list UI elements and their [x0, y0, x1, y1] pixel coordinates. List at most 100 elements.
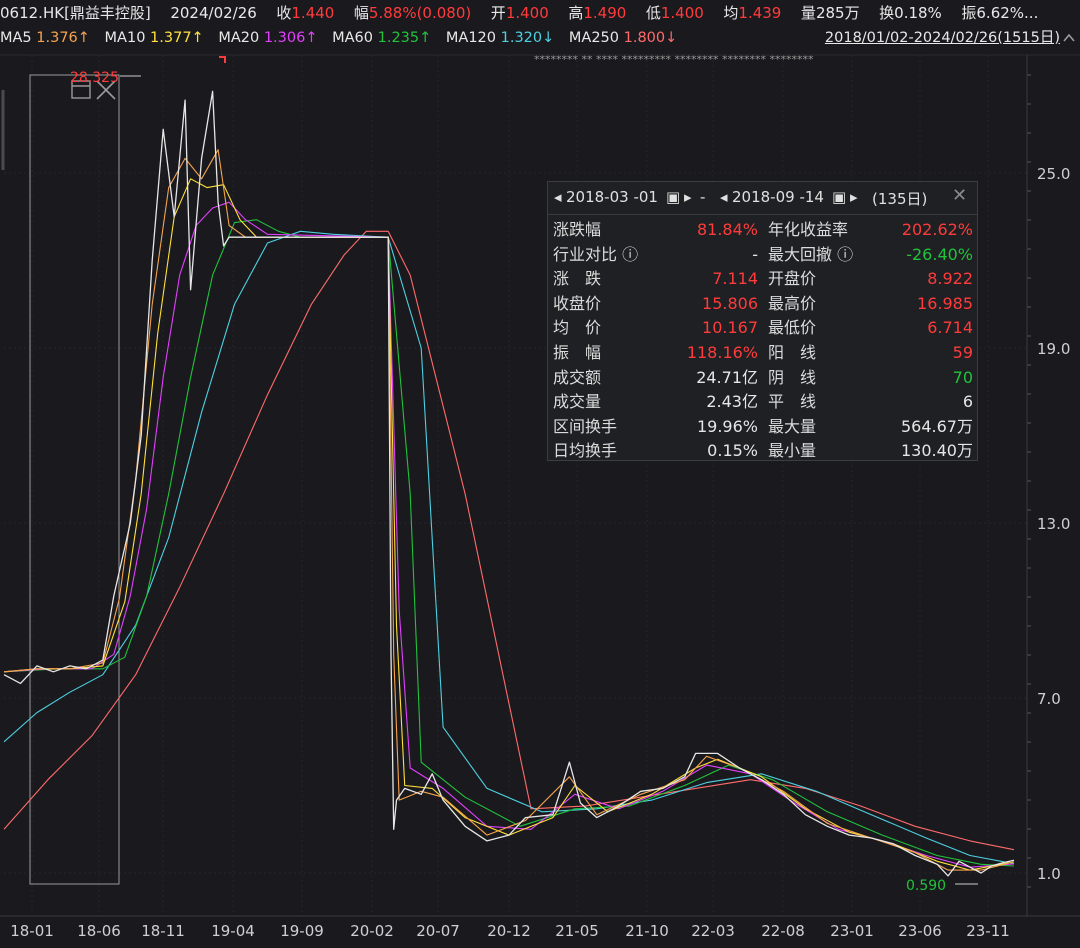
min-price-label: 0.590 [906, 878, 946, 894]
calendar-icon[interactable]: ▣ [666, 188, 681, 206]
selection-box[interactable] [29, 74, 120, 885]
maximize-icon[interactable] [71, 80, 91, 99]
stat-value: 202.62% [901, 220, 973, 239]
close-icon[interactable]: ✕ [952, 185, 968, 206]
stat-value: 564.67万 [901, 416, 973, 436]
quote-date: 2024/02/26 [170, 4, 257, 22]
stat-value: 81.84% [696, 220, 758, 239]
avg-label: 均 [723, 4, 739, 22]
series-layer [3, 90, 1015, 877]
stat-label: 均 价 [553, 318, 602, 338]
ma5-label: MA5 [0, 30, 32, 46]
stat-value: - [752, 244, 758, 264]
stat-label: 成交额 [553, 367, 602, 387]
ma5-value: 1.376↑ [36, 30, 90, 46]
max-price-label: 28.325 [70, 70, 119, 86]
x-tick-label: 19-04 [211, 922, 255, 940]
stat-label: 成交量 [553, 392, 602, 412]
ma10-value: 1.377↑ [150, 30, 204, 46]
stock-name: [鼎益丰控股] [64, 4, 151, 22]
stat-value: -26.40% [906, 244, 973, 264]
stat-label: 最高价 [768, 293, 817, 313]
calendar-icon[interactable]: ▣ [832, 188, 847, 206]
open-label: 开 [490, 4, 506, 22]
chevron-up-icon[interactable] [1062, 28, 1076, 48]
series-line-ma60 [3, 219, 1015, 867]
close-value: 1.440 [291, 4, 335, 22]
quote-header: 0612.HK[鼎益丰控股] 2024/02/26 收1.440 幅5.88%(… [0, 1, 1080, 25]
change-value: 5.88%(0.080) [368, 4, 472, 22]
x-tick-label: 21-05 [555, 922, 599, 940]
stat-value: 19.96% [696, 416, 758, 436]
turnover-value: 0.18% [894, 4, 942, 22]
volume-label: 量 [800, 4, 816, 22]
ma60-value: 1.235↑ [377, 30, 432, 46]
y-tick-label: 7.0 [1037, 690, 1061, 708]
axis-layer: 25.0 19.0 13.0 7.0 1.0 18-01 18-06 18-11 19-04 19… [10, 56, 1070, 940]
stock-code: 0612.HK [0, 4, 65, 22]
close-label: 收 [276, 4, 292, 22]
stat-label: 最大回撤 ⓘ [768, 244, 854, 264]
stat-label: 最小量 [768, 441, 817, 461]
ma20-label: MA20 [218, 30, 260, 46]
stat-label: 年化收益率 [768, 220, 849, 239]
x-tick-label: 18-11 [141, 922, 185, 940]
stat-label: 最低价 [768, 318, 817, 338]
stat-label: 区间换手 [553, 416, 618, 436]
event-marker-icon [219, 56, 226, 63]
ma10-label: MA10 [104, 30, 146, 46]
end-date[interactable]: 2018-09 -14 [732, 188, 824, 206]
ma-legend: MA5 1.376↑ MA10 1.377↑ MA20 1.306↑ MA60 … [0, 26, 1080, 50]
stat-value: 118.16% [686, 343, 758, 362]
ma20-value: 1.306↑ [263, 30, 318, 46]
amplitude-value: 6.62%... [976, 4, 1039, 22]
series-line-ma20 [3, 201, 1015, 868]
stat-value: 8.922 [927, 269, 973, 289]
stat-value: 59 [952, 343, 973, 362]
stat-value: 0.15% [707, 441, 758, 461]
masked-text: ******** ** **** ********* ******** ****… [534, 53, 814, 66]
x-tick-label: 20-02 [350, 922, 394, 940]
prev-end-icon[interactable]: ◂ [720, 188, 728, 206]
open-value: 1.400 [505, 4, 549, 22]
stat-label: 振 幅 [553, 343, 602, 362]
next-start-icon[interactable]: ▸ [684, 188, 692, 206]
stat-value: 16.985 [917, 293, 973, 313]
x-tick-label: 20-07 [416, 922, 460, 940]
stat-label: 阳 线 [768, 343, 817, 362]
next-end-icon[interactable]: ▸ [850, 188, 858, 206]
x-tick-label: 20-12 [487, 922, 531, 940]
low-label: 低 [645, 4, 661, 22]
stat-value: 15.806 [702, 293, 758, 313]
stat-label: 日均换手 [553, 441, 618, 461]
high-value: 1.490 [583, 4, 627, 22]
high-label: 高 [568, 4, 584, 22]
amplitude-label: 振 [961, 4, 977, 22]
start-date[interactable]: 2018-03 -01 [566, 188, 658, 206]
ma120-value: 1.320↓ [500, 30, 555, 46]
y-tick-label: 1.0 [1037, 865, 1061, 883]
y-tick-label: 13.0 [1037, 515, 1070, 533]
x-tick-label: 21-10 [625, 922, 669, 940]
x-tick-label: 19-09 [280, 922, 324, 940]
ma120-label: MA120 [445, 30, 496, 46]
stat-value: 24.71亿 [696, 367, 758, 387]
stat-value: 6.714 [927, 318, 973, 338]
change-label: 幅 [353, 4, 369, 22]
ma250-label: MA250 [568, 30, 619, 46]
stat-value: 6 [962, 392, 973, 412]
date-range-link[interactable]: 2018/01/02-2024/02/26(1515日) [824, 30, 1060, 46]
stat-label: 行业对比 ⓘ [553, 244, 639, 264]
stat-value: 7.114 [712, 269, 758, 289]
stat-label: 平 线 [768, 392, 817, 412]
stat-label: 开盘价 [768, 269, 817, 289]
stat-value: 2.43亿 [706, 392, 758, 412]
prev-start-icon[interactable]: ◂ [554, 188, 562, 206]
volume-value: 285万 [815, 4, 860, 22]
y-tick-label: 19.0 [1037, 340, 1070, 358]
y-tick-label: 25.0 [1037, 165, 1070, 183]
close-icon[interactable] [96, 80, 116, 100]
ma60-label: MA60 [332, 30, 373, 46]
x-tick-label: 18-06 [77, 922, 121, 940]
